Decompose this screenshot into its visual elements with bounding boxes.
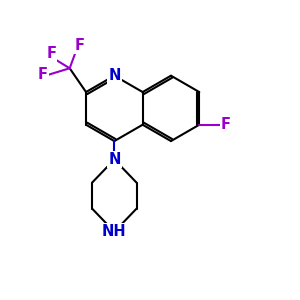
Text: F: F (46, 46, 56, 62)
Text: NH: NH (102, 224, 127, 239)
Text: F: F (221, 117, 231, 132)
Text: N: N (108, 152, 121, 167)
Text: F: F (75, 38, 85, 52)
Text: F: F (38, 67, 48, 82)
Text: N: N (108, 68, 121, 83)
